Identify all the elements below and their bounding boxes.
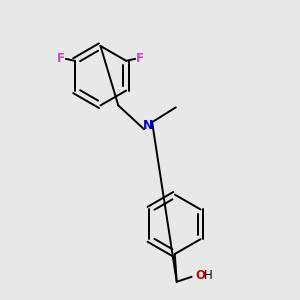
Text: H: H: [203, 269, 212, 282]
Text: F: F: [136, 52, 144, 65]
Text: N: N: [143, 119, 153, 132]
Text: O: O: [196, 269, 206, 282]
Text: F: F: [57, 52, 65, 65]
